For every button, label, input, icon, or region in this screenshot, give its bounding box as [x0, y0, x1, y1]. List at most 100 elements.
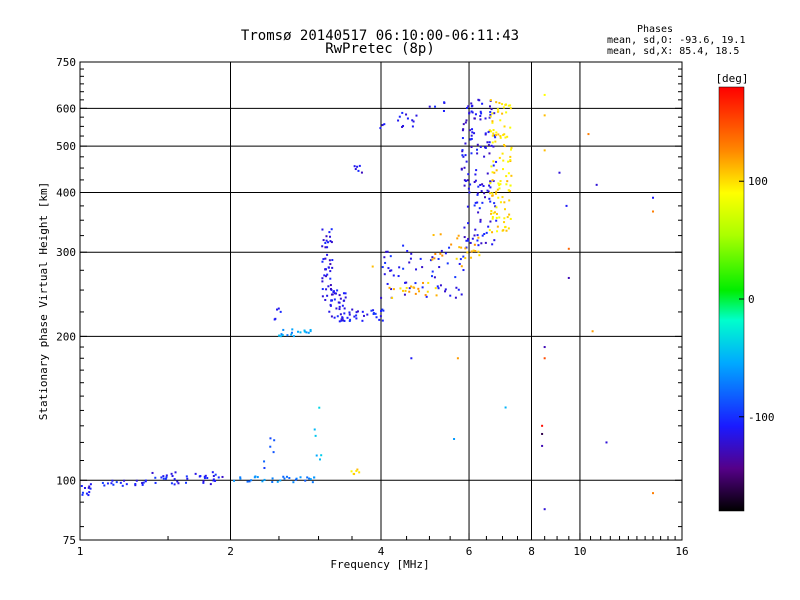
data-point: [271, 480, 274, 483]
data-point: [121, 484, 124, 487]
data-point: [112, 483, 115, 486]
data-point: [351, 308, 354, 311]
data-point: [495, 219, 498, 222]
data-point: [239, 477, 242, 480]
data-point: [344, 296, 347, 299]
data-point: [479, 218, 482, 221]
data-point: [461, 149, 464, 152]
data-point: [449, 294, 452, 297]
data-point: [466, 205, 469, 208]
data-point: [342, 319, 345, 322]
data-point: [492, 160, 495, 163]
data-point: [497, 110, 500, 113]
data-point: [496, 230, 499, 233]
data-point: [269, 445, 272, 448]
data-point: [491, 112, 494, 115]
data-point: [399, 287, 402, 290]
data-point: [458, 262, 461, 265]
data-point: [460, 246, 463, 249]
data-point: [328, 259, 331, 262]
data-point: [211, 471, 214, 474]
data-point: [498, 101, 501, 104]
data-point: [392, 274, 395, 277]
data-point: [502, 106, 505, 109]
data-point: [383, 123, 386, 126]
data-point: [476, 193, 479, 196]
data-point: [321, 277, 324, 280]
data-point: [209, 483, 212, 486]
data-point: [324, 246, 327, 249]
data-point: [467, 187, 470, 190]
data-point: [506, 135, 509, 138]
data-point: [425, 295, 428, 298]
x-tick-label: 2: [227, 545, 234, 558]
data-point: [503, 145, 506, 148]
data-point: [493, 171, 496, 174]
data-point: [134, 484, 137, 487]
data-point: [296, 330, 299, 333]
data-point: [402, 289, 405, 292]
data-point: [488, 184, 491, 187]
data-point: [81, 491, 84, 494]
data-point: [465, 246, 468, 249]
data-point: [481, 183, 484, 186]
data-point: [509, 104, 512, 107]
data-point: [356, 165, 359, 168]
data-point: [414, 282, 417, 285]
data-point: [455, 286, 458, 289]
data-point: [372, 309, 375, 312]
data-point: [477, 236, 480, 239]
data-point: [408, 261, 411, 264]
data-point: [304, 479, 307, 482]
data-point: [509, 160, 512, 163]
data-point: [436, 285, 439, 288]
data-point: [173, 478, 176, 481]
data-point: [496, 188, 499, 191]
data-point: [342, 299, 345, 302]
data-point: [290, 333, 293, 336]
data-point: [541, 444, 544, 447]
data-point: [314, 434, 317, 437]
data-point: [470, 256, 473, 259]
data-point: [499, 119, 502, 122]
data-point: [171, 475, 174, 478]
data-point: [202, 480, 205, 483]
data-point: [87, 486, 90, 489]
data-point: [89, 483, 92, 486]
data-point: [503, 143, 506, 146]
data-point: [474, 113, 477, 116]
data-point: [321, 288, 324, 291]
data-point: [176, 480, 179, 483]
phase-info-x: mean, sd,X: 85.4, 18.5: [607, 46, 739, 57]
data-point: [473, 181, 476, 184]
data-point: [309, 330, 312, 333]
data-point: [474, 228, 477, 231]
data-point: [434, 252, 437, 255]
data-point: [288, 477, 291, 480]
data-point: [450, 243, 453, 246]
data-point: [510, 174, 513, 177]
colorbar-tick-label: 0: [748, 293, 755, 306]
data-point: [495, 101, 498, 104]
data-point: [476, 152, 479, 155]
data-point: [151, 471, 154, 474]
data-point: [295, 477, 298, 480]
data-point: [217, 476, 220, 479]
data-point: [499, 183, 502, 186]
data-point: [507, 160, 510, 163]
data-point: [502, 229, 505, 232]
data-point: [491, 216, 494, 219]
data-point: [426, 290, 429, 293]
data-point: [355, 314, 358, 317]
data-point: [355, 317, 358, 320]
data-point: [398, 115, 401, 118]
data-point: [427, 281, 430, 284]
data-point: [504, 225, 507, 228]
data-point: [443, 101, 446, 104]
data-point: [412, 120, 415, 123]
data-point: [494, 140, 497, 143]
data-point: [503, 217, 506, 220]
data-point: [502, 133, 505, 136]
data-point: [463, 226, 466, 229]
data-point: [309, 478, 312, 481]
